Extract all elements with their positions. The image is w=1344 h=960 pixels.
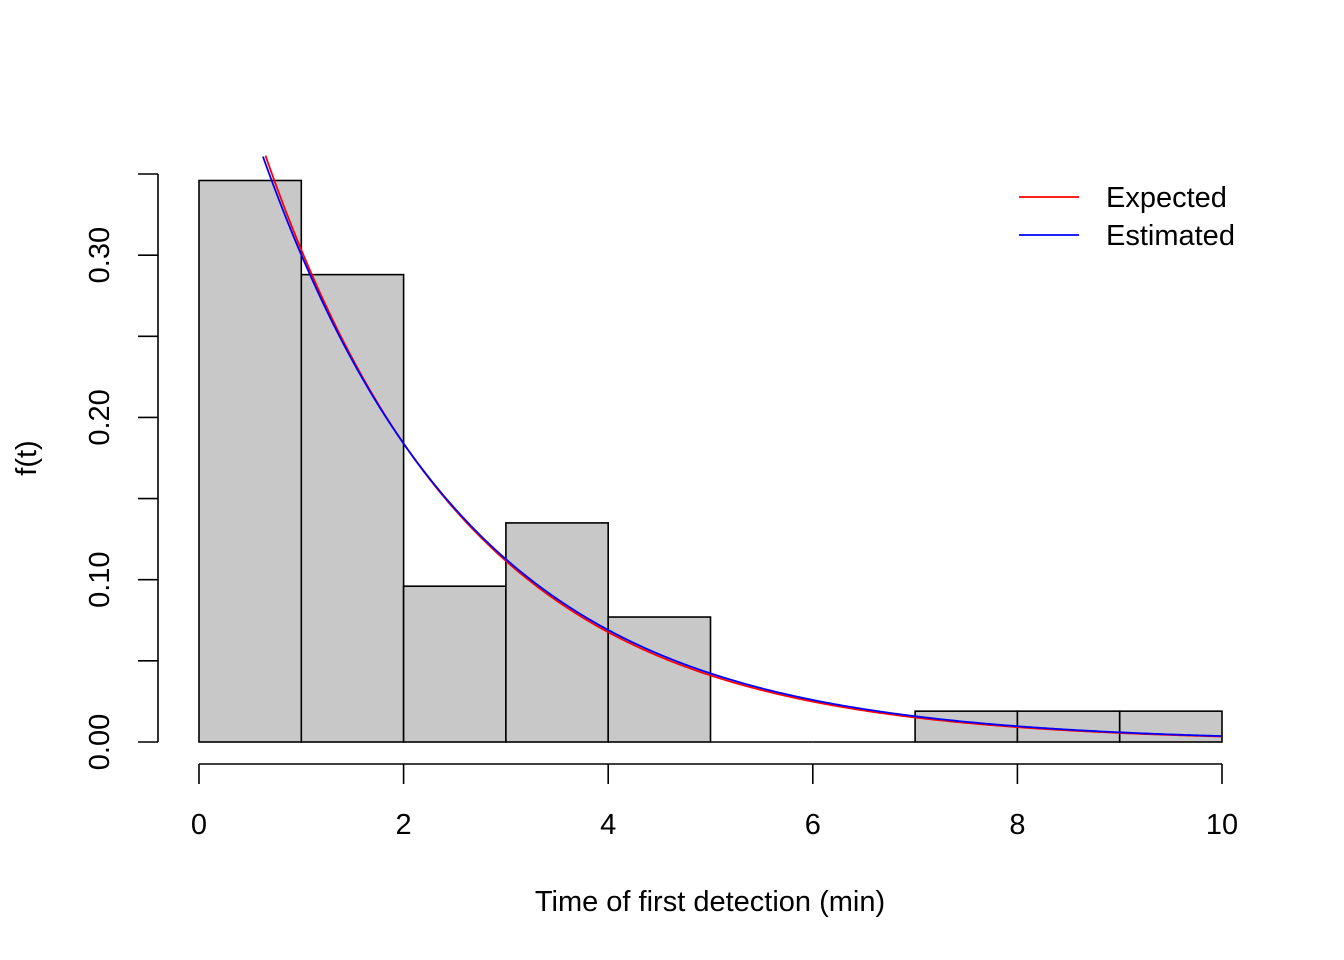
x-axis: 0 2 4 6 8 10: [191, 763, 1238, 841]
x-tick-label: 0: [191, 809, 207, 841]
histogram-bar: [402, 585, 507, 743]
histogram-bars: [198, 179, 1223, 743]
x-axis-label: Time of first detection (min): [535, 886, 885, 918]
y-tick-label: 0.30: [84, 227, 116, 283]
x-tick-label: 8: [1009, 809, 1025, 841]
y-tick-label: 0.00: [84, 714, 116, 770]
series-line-estimated: [262, 156, 1223, 737]
y-axis: 0.00 0.10 0.20 0.30: [84, 173, 159, 770]
histogram-bar: [505, 522, 609, 743]
y-tick-label: 0.20: [84, 389, 116, 445]
legend-label-estimated: Estimated: [1106, 220, 1235, 252]
x-tick-label: 4: [600, 809, 616, 841]
histogram-bar: [607, 616, 712, 743]
x-tick-label: 6: [805, 809, 821, 841]
x-tick-label: 2: [396, 809, 412, 841]
histogram-bar: [1118, 710, 1223, 743]
y-axis-label: f(t): [11, 440, 43, 475]
histogram-bar: [300, 273, 405, 743]
legend-label-expected: Expected: [1106, 182, 1227, 214]
histogram-bar: [198, 179, 303, 743]
y-tick-label: 0.10: [84, 551, 116, 607]
density-curves: [262, 155, 1223, 738]
x-tick-label: 10: [1206, 809, 1238, 841]
legend: Expected Estimated: [1019, 182, 1235, 252]
